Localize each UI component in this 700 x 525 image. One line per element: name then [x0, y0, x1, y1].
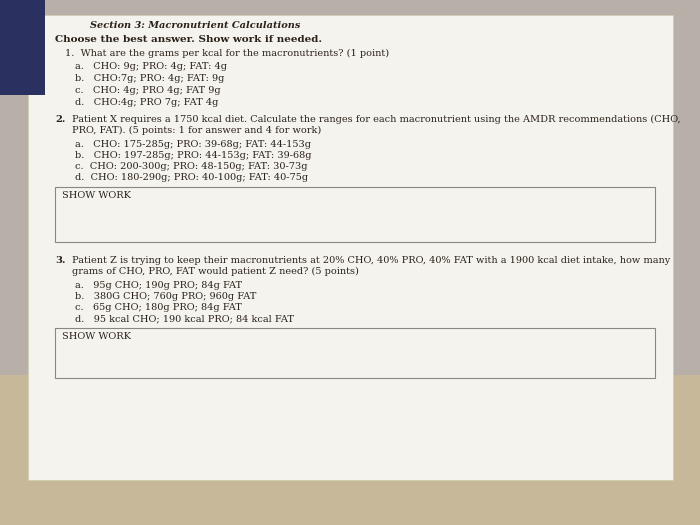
Text: SHOW WORK: SHOW WORK: [62, 332, 131, 341]
Text: c.   CHO: 4g; PRO 4g; FAT 9g: c. CHO: 4g; PRO 4g; FAT 9g: [75, 86, 220, 95]
Text: 2.: 2.: [55, 115, 65, 124]
FancyBboxPatch shape: [0, 0, 700, 375]
Text: a.   CHO: 175-285g; PRO: 39-68g; FAT: 44-153g: a. CHO: 175-285g; PRO: 39-68g; FAT: 44-1…: [75, 140, 311, 149]
Text: Patient X requires a 1750 kcal diet. Calculate the ranges for each macronutrient: Patient X requires a 1750 kcal diet. Cal…: [72, 115, 680, 124]
Text: b.   CHO: 197-285g; PRO: 44-153g; FAT: 39-68g: b. CHO: 197-285g; PRO: 44-153g; FAT: 39-…: [75, 151, 312, 160]
Text: grams of CHO, PRO, FAT would patient Z need? (5 points): grams of CHO, PRO, FAT would patient Z n…: [72, 267, 359, 276]
FancyBboxPatch shape: [55, 328, 655, 378]
Text: Patient Z is trying to keep their macronutrients at 20% CHO, 40% PRO, 40% FAT wi: Patient Z is trying to keep their macron…: [72, 256, 671, 265]
FancyBboxPatch shape: [0, 0, 45, 95]
Text: c.  CHO: 200-300g; PRO: 48-150g; FAT: 30-73g: c. CHO: 200-300g; PRO: 48-150g; FAT: 30-…: [75, 162, 307, 171]
FancyBboxPatch shape: [55, 187, 655, 242]
Text: SHOW WORK: SHOW WORK: [62, 191, 131, 200]
Text: a.   95g CHO; 190g PRO; 84g FAT: a. 95g CHO; 190g PRO; 84g FAT: [75, 281, 242, 290]
Text: Section 3: Macronutrient Calculations: Section 3: Macronutrient Calculations: [90, 21, 300, 30]
Text: d.   95 kcal CHO; 190 kcal PRO; 84 kcal FAT: d. 95 kcal CHO; 190 kcal PRO; 84 kcal FA…: [75, 314, 294, 323]
Text: b.   CHO:7g; PRO: 4g; FAT: 9g: b. CHO:7g; PRO: 4g; FAT: 9g: [75, 74, 225, 83]
Text: d.   CHO:4g; PRO 7g; FAT 4g: d. CHO:4g; PRO 7g; FAT 4g: [75, 98, 218, 107]
FancyBboxPatch shape: [0, 325, 700, 525]
Text: 3.: 3.: [55, 256, 66, 265]
Text: a.   CHO: 9g; PRO: 4g; FAT: 4g: a. CHO: 9g; PRO: 4g; FAT: 4g: [75, 62, 227, 71]
Text: d.  CHO: 180-290g; PRO: 40-100g; FAT: 40-75g: d. CHO: 180-290g; PRO: 40-100g; FAT: 40-…: [75, 173, 308, 182]
Text: b.   380G CHO; 760g PRO; 960g FAT: b. 380G CHO; 760g PRO; 960g FAT: [75, 292, 256, 301]
Text: Choose the best answer. Show work if needed.: Choose the best answer. Show work if nee…: [55, 35, 322, 44]
Text: c.   65g CHO; 180g PRO; 84g FAT: c. 65g CHO; 180g PRO; 84g FAT: [75, 303, 242, 312]
Text: PRO, FAT). (5 points: 1 for answer and 4 for work): PRO, FAT). (5 points: 1 for answer and 4…: [72, 126, 321, 135]
FancyBboxPatch shape: [28, 15, 673, 480]
Text: 1.  What are the grams per kcal for the macronutrients? (1 point): 1. What are the grams per kcal for the m…: [65, 49, 389, 58]
